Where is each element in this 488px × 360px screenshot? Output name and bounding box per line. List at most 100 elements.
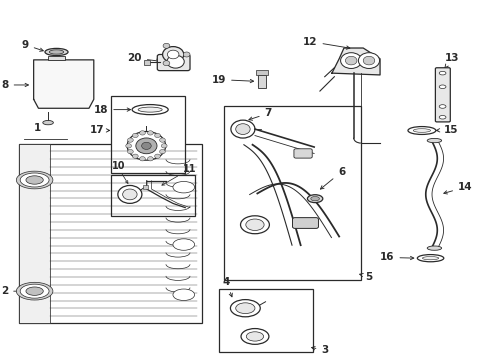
Text: 9: 9: [21, 40, 43, 51]
Text: 18: 18: [94, 105, 130, 114]
Circle shape: [154, 133, 160, 138]
Circle shape: [363, 56, 374, 65]
Circle shape: [183, 52, 190, 57]
Text: 19: 19: [211, 75, 253, 85]
Ellipse shape: [26, 287, 43, 295]
Ellipse shape: [241, 329, 268, 344]
Text: 20: 20: [127, 53, 160, 63]
FancyBboxPatch shape: [292, 218, 318, 228]
Circle shape: [235, 124, 250, 135]
Circle shape: [139, 131, 145, 135]
Ellipse shape: [45, 48, 68, 55]
Ellipse shape: [43, 121, 53, 125]
Bar: [19, 144, 50, 323]
Circle shape: [147, 131, 153, 135]
Text: 16: 16: [379, 252, 413, 262]
Ellipse shape: [26, 176, 43, 184]
Ellipse shape: [173, 239, 194, 250]
Text: 1: 1: [34, 123, 41, 134]
Ellipse shape: [240, 216, 269, 234]
Ellipse shape: [438, 71, 445, 75]
Text: 7: 7: [248, 108, 271, 120]
Circle shape: [142, 142, 151, 149]
Circle shape: [132, 133, 138, 138]
Ellipse shape: [307, 195, 322, 203]
Bar: [144, 60, 150, 65]
Ellipse shape: [438, 116, 445, 119]
Ellipse shape: [310, 197, 319, 201]
Text: 11: 11: [162, 164, 196, 185]
Circle shape: [136, 138, 157, 154]
Circle shape: [118, 185, 142, 203]
Circle shape: [132, 154, 138, 158]
Bar: [110, 96, 185, 173]
Ellipse shape: [246, 332, 263, 341]
Circle shape: [163, 43, 169, 48]
Ellipse shape: [132, 105, 168, 114]
Circle shape: [127, 131, 165, 160]
Circle shape: [161, 144, 167, 148]
Text: 15: 15: [435, 125, 457, 135]
Text: 2: 2: [1, 286, 31, 296]
Text: 3: 3: [311, 345, 328, 355]
Ellipse shape: [407, 127, 435, 134]
Text: 6: 6: [320, 167, 345, 189]
Ellipse shape: [416, 255, 443, 262]
Circle shape: [154, 154, 160, 158]
Ellipse shape: [49, 50, 63, 54]
Circle shape: [162, 46, 183, 62]
Bar: [48, 55, 65, 60]
Circle shape: [127, 149, 133, 154]
Ellipse shape: [235, 303, 254, 314]
FancyBboxPatch shape: [293, 149, 311, 158]
Circle shape: [345, 56, 356, 65]
Bar: [110, 175, 194, 216]
Bar: [19, 144, 202, 323]
Circle shape: [147, 157, 153, 161]
Ellipse shape: [16, 282, 53, 300]
Text: 14: 14: [443, 182, 472, 194]
Text: 5: 5: [359, 272, 372, 282]
Text: 8: 8: [1, 80, 28, 90]
Circle shape: [122, 189, 137, 200]
Ellipse shape: [20, 284, 49, 298]
Bar: [219, 289, 312, 352]
Text: 12: 12: [303, 37, 349, 49]
Ellipse shape: [427, 246, 441, 250]
FancyBboxPatch shape: [157, 54, 190, 71]
Circle shape: [167, 50, 179, 59]
Ellipse shape: [173, 181, 194, 193]
Ellipse shape: [412, 129, 430, 132]
Text: 4: 4: [222, 277, 232, 297]
Ellipse shape: [438, 85, 445, 89]
FancyBboxPatch shape: [434, 68, 449, 122]
Ellipse shape: [173, 289, 194, 301]
Circle shape: [127, 138, 133, 142]
Circle shape: [340, 53, 361, 68]
FancyBboxPatch shape: [256, 70, 267, 75]
Circle shape: [230, 120, 254, 138]
Circle shape: [159, 138, 165, 142]
Ellipse shape: [20, 173, 49, 187]
Polygon shape: [34, 60, 94, 108]
Circle shape: [166, 55, 184, 68]
Circle shape: [163, 61, 169, 66]
Ellipse shape: [422, 257, 438, 260]
Ellipse shape: [138, 107, 162, 112]
Polygon shape: [331, 48, 379, 75]
Circle shape: [125, 144, 131, 148]
Ellipse shape: [427, 138, 441, 143]
Ellipse shape: [230, 300, 260, 317]
Ellipse shape: [16, 171, 53, 189]
Text: 13: 13: [444, 53, 459, 68]
Bar: [223, 107, 360, 280]
Text: 17: 17: [90, 125, 104, 135]
Circle shape: [139, 157, 145, 161]
Circle shape: [358, 53, 379, 68]
Ellipse shape: [245, 219, 264, 230]
Text: 10: 10: [111, 161, 125, 171]
Bar: [143, 185, 148, 189]
Bar: [258, 75, 265, 88]
Circle shape: [159, 149, 165, 154]
Ellipse shape: [438, 105, 445, 108]
